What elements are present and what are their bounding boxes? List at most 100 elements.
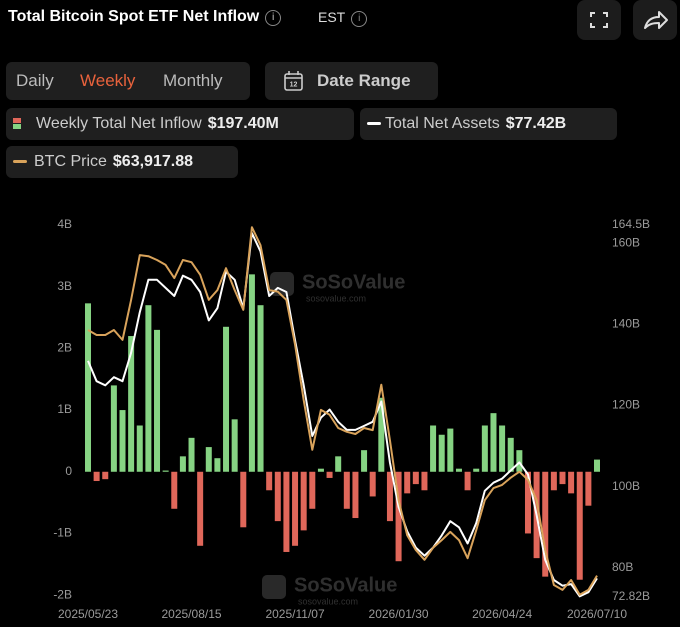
date-range-button[interactable]: 12 Date Range <box>265 62 438 100</box>
legend-label: BTC Price <box>34 153 107 170</box>
watermark: SoSoValue sosovalue.com SoSoValue sosova… <box>262 271 405 606</box>
timezone[interactable]: EST <box>318 9 346 25</box>
tab[interactable]: Weekly <box>80 71 136 90</box>
date-range-label: Date Range <box>317 71 411 90</box>
fullscreen-button[interactable] <box>577 0 621 40</box>
bar <box>369 471 376 497</box>
fullscreen-icon <box>590 12 608 28</box>
bar <box>171 471 178 509</box>
x-tick-label: 2025/05/23 <box>58 607 118 621</box>
bar <box>223 326 230 472</box>
y2-tick-label: 120B <box>612 398 640 412</box>
legend-label: Total Net Assets <box>385 115 500 132</box>
bar <box>110 385 117 472</box>
bar <box>464 471 471 491</box>
bar <box>326 471 333 478</box>
bar <box>568 471 575 494</box>
bar <box>214 458 221 472</box>
bar <box>283 471 290 552</box>
bar <box>455 468 462 472</box>
legend-swatch <box>367 122 381 125</box>
bar <box>490 413 497 472</box>
bar <box>438 434 445 472</box>
watermark-brand: SoSoValue <box>294 574 397 596</box>
bar <box>136 425 143 472</box>
bar <box>352 471 359 519</box>
bar <box>300 471 307 531</box>
bar <box>404 471 411 494</box>
y-tick-label: 2B <box>57 341 72 355</box>
legend-swatch <box>13 118 21 123</box>
bar <box>102 471 109 480</box>
bar <box>473 468 480 472</box>
bar <box>499 425 506 472</box>
bar <box>274 471 281 522</box>
legend-item[interactable]: Weekly Total Net Inflow $197.40M <box>6 108 354 140</box>
bar <box>447 428 454 472</box>
line <box>87 232 598 598</box>
x-tick-label: 2026/07/10 <box>567 607 627 621</box>
bar <box>266 471 273 491</box>
y2-tick-label: 164.5B <box>612 217 650 231</box>
bar <box>516 450 523 472</box>
bar <box>585 471 592 506</box>
bar <box>292 471 299 546</box>
bar <box>343 471 350 509</box>
legend-entry: Total Net Assets $77.42B <box>385 115 566 133</box>
bar <box>85 303 91 472</box>
legend-entry: Weekly Total Net Inflow $197.40M <box>36 115 279 133</box>
svg-text:12: 12 <box>290 81 298 88</box>
y-tick-label: -2B <box>53 587 72 601</box>
legend-item[interactable]: Total Net Assets $77.42B <box>360 108 617 140</box>
y-tick-label: -1B <box>53 526 72 540</box>
line <box>87 226 598 596</box>
x-tick-label: 2026/04/24 <box>472 607 532 621</box>
bar <box>240 471 247 528</box>
watermark-site: sosovalue.com <box>306 293 366 303</box>
bar <box>188 437 195 472</box>
bar <box>179 456 186 472</box>
y2-tick-label: 160B <box>612 235 640 249</box>
bar <box>594 459 600 472</box>
y2-tick-label: 100B <box>612 479 640 493</box>
tab[interactable]: Daily <box>16 71 54 90</box>
share-button[interactable] <box>633 0 677 40</box>
calendar-icon: 12 <box>284 71 303 91</box>
legend-item[interactable]: BTC Price $63,917.88 <box>6 146 238 178</box>
timezone-row: EST i <box>318 9 368 27</box>
x-tick-label: 2026/01/30 <box>369 607 429 621</box>
y-tick-label: 1B <box>57 402 72 416</box>
bar <box>197 471 204 546</box>
bar <box>550 471 557 491</box>
bar <box>154 329 161 472</box>
title-row: Total Bitcoin Spot ETF Net Inflow i <box>8 8 282 26</box>
y-tick-label: 0 <box>65 464 72 478</box>
bar <box>119 410 126 472</box>
bar <box>162 470 169 472</box>
watermark-site: sosovalue.com <box>298 596 358 606</box>
info-icon[interactable]: i <box>351 11 368 27</box>
bar <box>481 425 488 472</box>
bar <box>576 471 583 580</box>
bar <box>128 336 135 472</box>
bar <box>421 471 428 491</box>
bar <box>395 471 402 562</box>
bar <box>205 447 212 472</box>
bar <box>378 397 385 472</box>
bar <box>361 450 368 472</box>
bar <box>93 471 100 482</box>
info-icon[interactable]: i <box>265 10 282 26</box>
y-tick-label: 4B <box>57 217 72 231</box>
bar <box>507 437 514 472</box>
tab[interactable]: Monthly <box>163 71 223 90</box>
legend-label: Weekly Total Net Inflow <box>36 115 202 132</box>
bar <box>524 471 531 534</box>
y2-tick-label: 140B <box>612 317 640 331</box>
legend-swatch <box>13 160 27 163</box>
bar <box>559 471 566 485</box>
legend-swatch <box>13 124 21 129</box>
x-tick-label: 2025/08/15 <box>161 607 221 621</box>
bar <box>231 419 238 472</box>
y2-tick-label: 80B <box>612 560 633 574</box>
